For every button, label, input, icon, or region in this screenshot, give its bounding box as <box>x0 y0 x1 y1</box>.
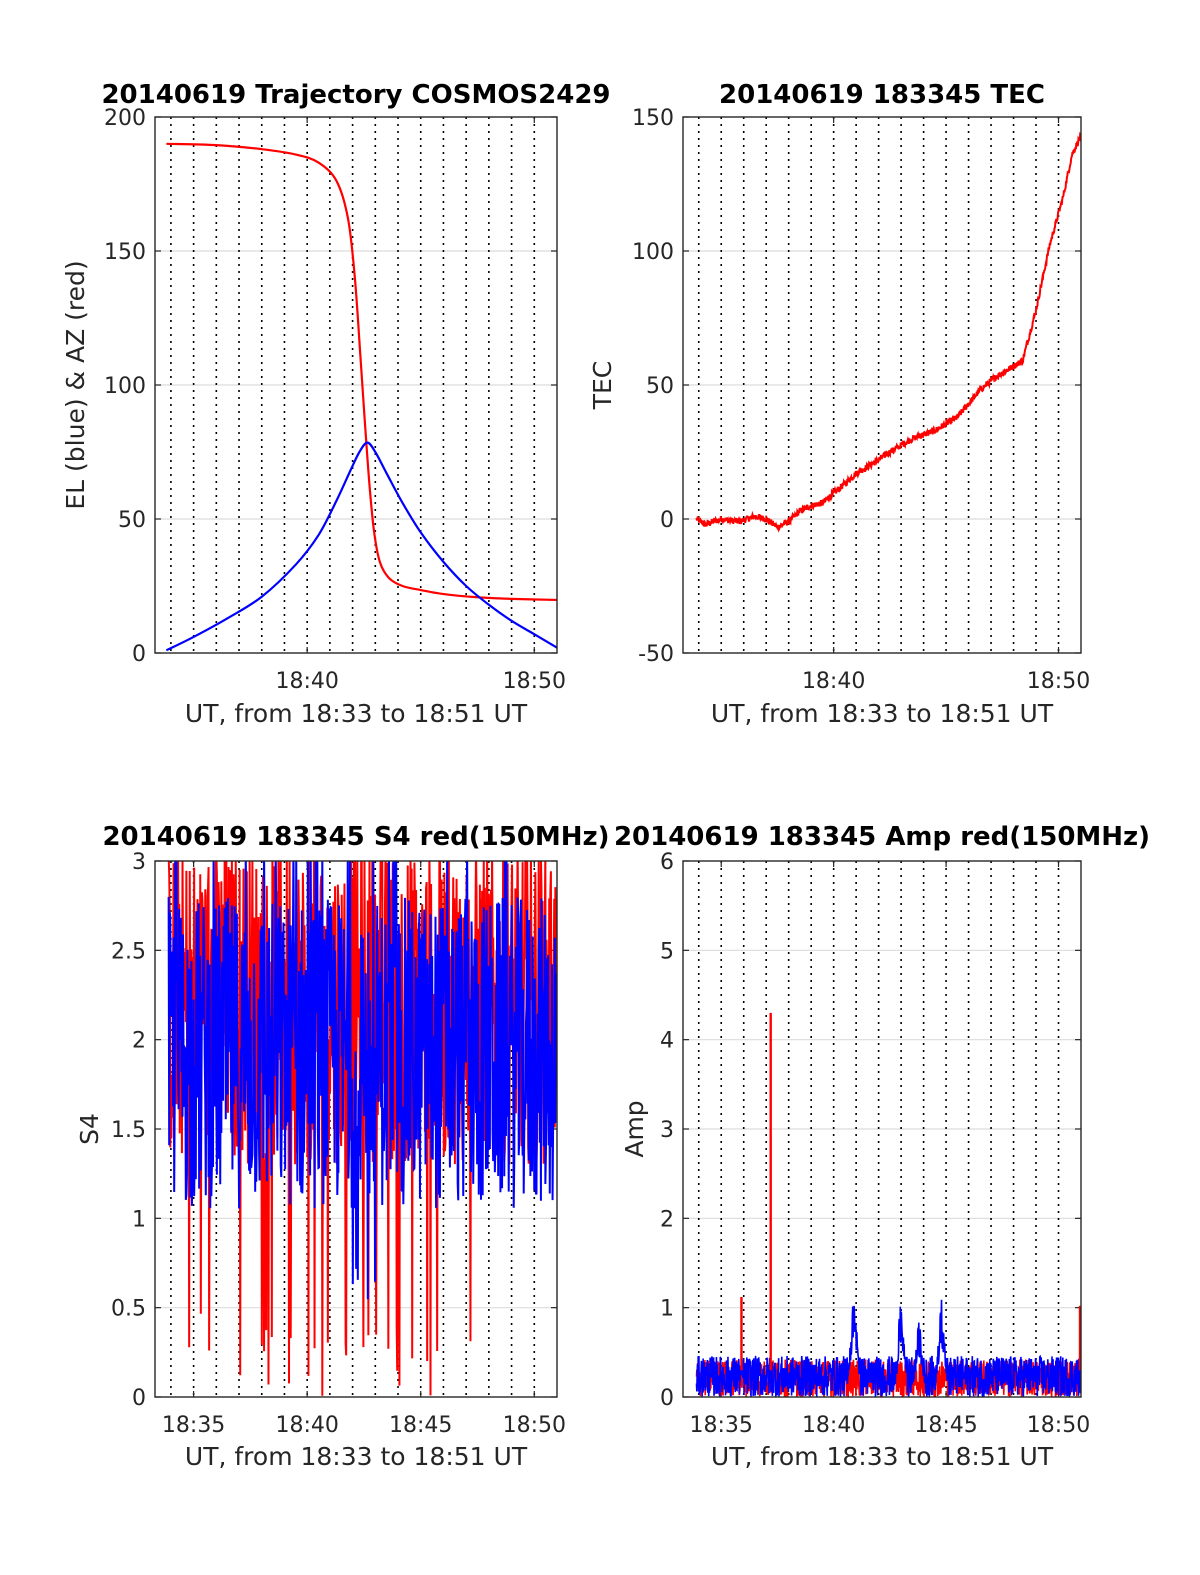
y-tick-label: -50 <box>638 642 674 667</box>
axes-frame <box>682 116 1082 654</box>
y-tick-label: 100 <box>104 374 146 399</box>
y-tick-label: 0 <box>132 1386 146 1411</box>
x-tick-label: 18:45 <box>914 1413 977 1438</box>
x-tick-label: 18:50 <box>503 669 566 694</box>
y-tick-label: 200 <box>104 106 146 131</box>
trajectory-xlabel: UT, from 18:33 to 18:51 UT <box>185 699 528 728</box>
y-tick-label: 0.5 <box>111 1297 146 1322</box>
s4-ylabel: S4 <box>75 1113 104 1145</box>
y-tick-label: 1 <box>660 1297 674 1322</box>
y-tick-label: 50 <box>646 374 674 399</box>
tec-title: 20140619 183345 TEC <box>719 80 1045 110</box>
axes-frame <box>154 860 558 1398</box>
x-tick-label: 18:35 <box>162 1413 225 1438</box>
y-tick-label: 2.5 <box>111 939 146 964</box>
trajectory-ylabel: EL (blue) & AZ (red) <box>61 260 90 509</box>
amp-title: 20140619 183345 Amp red(150MHz) <box>614 822 1150 852</box>
amp-xlabel: UT, from 18:33 to 18:51 UT <box>711 1442 1054 1471</box>
y-tick-label: 2 <box>132 1029 146 1054</box>
y-tick-label: 150 <box>632 106 674 131</box>
y-tick-label: 1.5 <box>111 1118 146 1143</box>
x-tick-label: 18:50 <box>1027 669 1090 694</box>
amp-blue-series <box>695 1299 1081 1397</box>
series-line <box>165 441 557 652</box>
y-tick-label: 4 <box>660 1029 674 1054</box>
s4-blue-series <box>167 861 557 1300</box>
y-tick-label: 0 <box>132 642 146 667</box>
plot-area <box>165 142 557 652</box>
x-tick-label: 18:45 <box>389 1413 452 1438</box>
y-tick-label: 5 <box>660 939 674 964</box>
plot-area <box>695 1012 1081 1397</box>
amp-ylabel: Amp <box>620 1100 649 1157</box>
y-tick-label: 0 <box>660 1386 674 1411</box>
s4-chart: 20140619 183345 S4 red(150MHz) UT, from … <box>75 822 610 1471</box>
y-tick-label: 6 <box>660 850 674 875</box>
x-tick-label: 18:40 <box>802 669 865 694</box>
plot-area <box>695 131 1081 533</box>
axes-frame <box>154 116 558 654</box>
y-tick-label: 2 <box>660 1207 674 1232</box>
y-tick-label: 150 <box>104 240 146 265</box>
y-tick-label: 100 <box>632 240 674 265</box>
x-tick-label: 18:40 <box>275 669 338 694</box>
amp-chart: 20140619 183345 Amp red(150MHz) UT, from… <box>614 822 1150 1471</box>
trajectory-title: 20140619 Trajectory COSMOS2429 <box>101 80 610 110</box>
x-tick-label: 18:35 <box>690 1413 753 1438</box>
trajectory-chart: 20140619 Trajectory COSMOS2429 UT, from … <box>61 80 611 728</box>
axes-frame <box>682 860 1082 1398</box>
y-tick-label: 3 <box>132 850 146 875</box>
y-tick-label: 50 <box>118 508 146 533</box>
x-tick-label: 18:40 <box>275 1413 338 1438</box>
tec-series-line <box>695 131 1081 533</box>
y-tick-label: 3 <box>660 1118 674 1143</box>
tec-chart: 20140619 183345 TEC UT, from 18:33 to 18… <box>588 80 1090 728</box>
tec-xlabel: UT, from 18:33 to 18:51 UT <box>711 699 1054 728</box>
series-line <box>166 142 557 602</box>
plot-area <box>167 861 557 1396</box>
x-tick-label: 18:50 <box>1027 1413 1090 1438</box>
x-tick-label: 18:50 <box>503 1413 566 1438</box>
s4-title: 20140619 183345 S4 red(150MHz) <box>102 822 609 852</box>
x-tick-label: 18:40 <box>802 1413 865 1438</box>
y-tick-label: 1 <box>132 1207 146 1232</box>
s4-xlabel: UT, from 18:33 to 18:51 UT <box>185 1442 528 1471</box>
tec-ylabel: TEC <box>588 361 617 411</box>
y-tick-label: 0 <box>660 508 674 533</box>
